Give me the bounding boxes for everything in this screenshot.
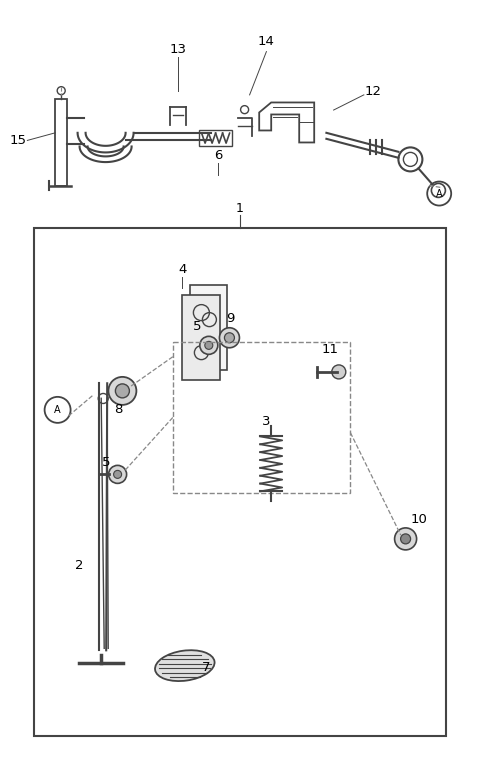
Circle shape (108, 465, 127, 483)
Circle shape (200, 336, 218, 354)
Text: A: A (436, 188, 443, 199)
Text: 5: 5 (193, 320, 202, 333)
Circle shape (115, 384, 130, 398)
Text: 7: 7 (202, 661, 210, 675)
Text: 15: 15 (10, 134, 26, 147)
Text: 2: 2 (75, 559, 84, 572)
Circle shape (395, 528, 417, 550)
Text: 12: 12 (365, 84, 382, 98)
Polygon shape (182, 294, 220, 380)
Ellipse shape (155, 650, 215, 681)
Circle shape (108, 377, 136, 405)
Text: 9: 9 (227, 312, 235, 326)
Text: 4: 4 (178, 263, 187, 276)
Text: 11: 11 (322, 342, 338, 356)
Text: A: A (54, 405, 61, 415)
Circle shape (219, 328, 240, 348)
Text: 10: 10 (410, 513, 427, 527)
Polygon shape (191, 285, 228, 370)
Text: 13: 13 (169, 43, 186, 56)
Circle shape (332, 365, 346, 379)
Circle shape (401, 534, 410, 544)
Text: 8: 8 (114, 403, 122, 417)
Circle shape (225, 332, 234, 343)
Circle shape (114, 471, 121, 478)
Text: 3: 3 (262, 414, 271, 428)
Text: 6: 6 (214, 149, 223, 162)
Text: 14: 14 (258, 35, 275, 49)
Text: 5: 5 (102, 456, 110, 470)
Circle shape (205, 342, 213, 349)
Text: 1: 1 (236, 202, 244, 216)
